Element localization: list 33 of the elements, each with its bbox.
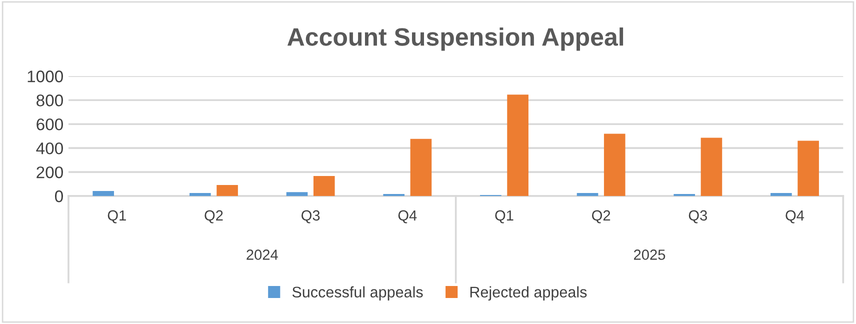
- bar: [798, 140, 819, 196]
- x-tick-label: Q3: [302, 210, 320, 224]
- y-tick-label: 400: [36, 142, 63, 154]
- y-tick-label: 600: [36, 118, 63, 130]
- x-tick-label: Q2: [204, 210, 223, 224]
- y-tick-label: 800: [36, 94, 63, 106]
- legend-label: Rejected appeals: [470, 286, 587, 301]
- bar: [286, 192, 308, 196]
- x-tick-label: Q3: [688, 210, 707, 224]
- x-tick-label: Q2: [592, 210, 610, 224]
- y-tick-label: 200: [36, 166, 63, 178]
- y-tick-label: 0: [55, 190, 63, 202]
- bar: [313, 176, 335, 196]
- bar: [383, 194, 404, 196]
- bar: [190, 193, 211, 196]
- x-tick-label: Q4: [398, 210, 417, 224]
- bar: [507, 94, 528, 196]
- x-tick-label: Q4: [786, 210, 804, 224]
- legend-label: Successful appeals: [292, 286, 423, 301]
- bar: [410, 138, 432, 196]
- bar: [216, 184, 238, 196]
- text: 2024: [246, 250, 278, 260]
- y-tick-label: 1000: [28, 70, 63, 82]
- bar: [92, 190, 114, 196]
- chart-title: Account Suspension Appeal: [287, 27, 624, 51]
- x-tick-label: Q1: [108, 210, 126, 224]
- bar: [770, 193, 792, 196]
- bar: [700, 138, 722, 196]
- bar: [604, 134, 626, 196]
- text: 2025: [634, 250, 666, 260]
- x-tick-label: Q1: [495, 210, 514, 224]
- bar: [674, 194, 695, 196]
- bar: [576, 193, 598, 196]
